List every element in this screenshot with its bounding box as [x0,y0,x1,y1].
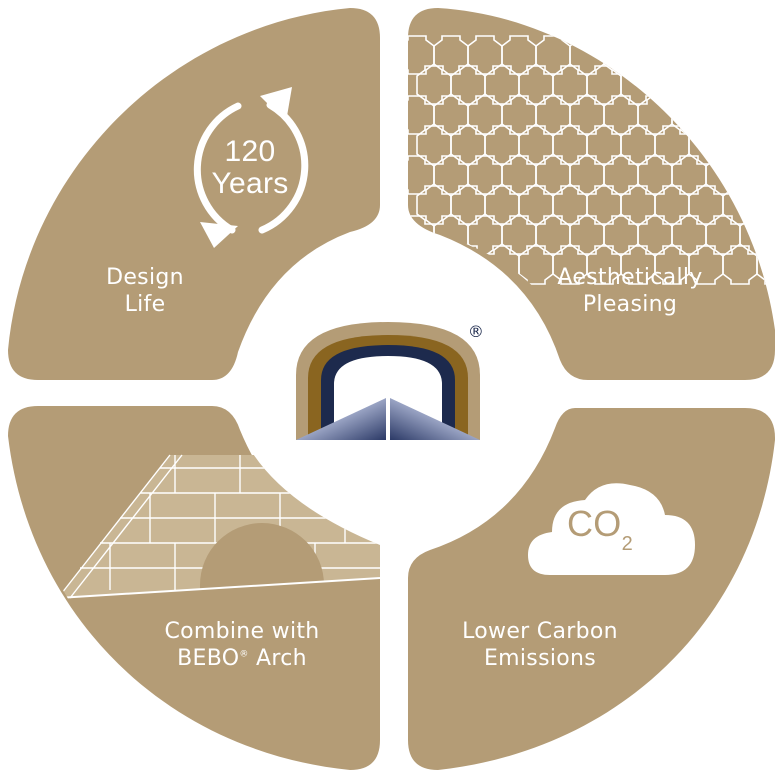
design-life-line1: Design [106,265,184,290]
registered-mark: ® [467,322,485,341]
paver-tile [705,35,741,75]
arch-suffix: Arch [248,646,307,671]
arch-brand: BEBO [177,646,240,671]
paver-tile [756,125,775,165]
arch-registered: ® [239,649,249,660]
quadrant-carbon [408,408,775,770]
co2-sub: 2 [621,533,634,555]
cloud-icon [528,483,695,575]
paver-tile [671,95,707,135]
paver-tile [756,65,775,105]
arch-label: Combine with BEBO® Arch [142,618,342,672]
carbon-label: Lower Carbon Emissions [440,618,640,672]
quadrant-arch [8,406,380,770]
paver-tile [722,125,758,165]
paver-tile [739,95,775,135]
co2-main: CO [566,503,622,544]
badge-unit: Years [211,167,289,200]
design-life-line2: Life [124,292,166,317]
tunnel-logo-icon [296,322,480,440]
quadrant-aesthetics [408,8,775,380]
paver-tile [671,35,707,75]
aesthetics-line2: Pleasing [582,292,678,317]
recycle-arrows-icon [193,87,309,248]
paver-tile [756,185,775,225]
arch-line2: BEBO® Arch [142,645,342,672]
paver-tile [416,245,452,285]
quadrant-design-life [8,8,380,380]
paver-tile [688,65,724,105]
carbon-line2: Emissions [483,646,597,671]
paver-tile [739,35,775,75]
paver-tile [603,35,639,75]
carbon-line1: Lower Carbon [462,619,618,644]
co2-badge: CO2 [560,506,640,556]
paver-tile [654,65,690,105]
paver-tile [722,65,758,105]
paver-tile [705,95,741,135]
badge-120-years: 120 Years [198,136,302,200]
aesthetics-line1: Aesthetically [557,265,703,290]
arch-line1: Combine with [164,619,320,644]
paver-tile [637,35,673,75]
badge-number: 120 [224,135,276,168]
design-life-label: Design Life [70,264,220,318]
paver-tile [739,155,775,195]
aesthetics-label: Aesthetically Pleasing [530,264,730,318]
